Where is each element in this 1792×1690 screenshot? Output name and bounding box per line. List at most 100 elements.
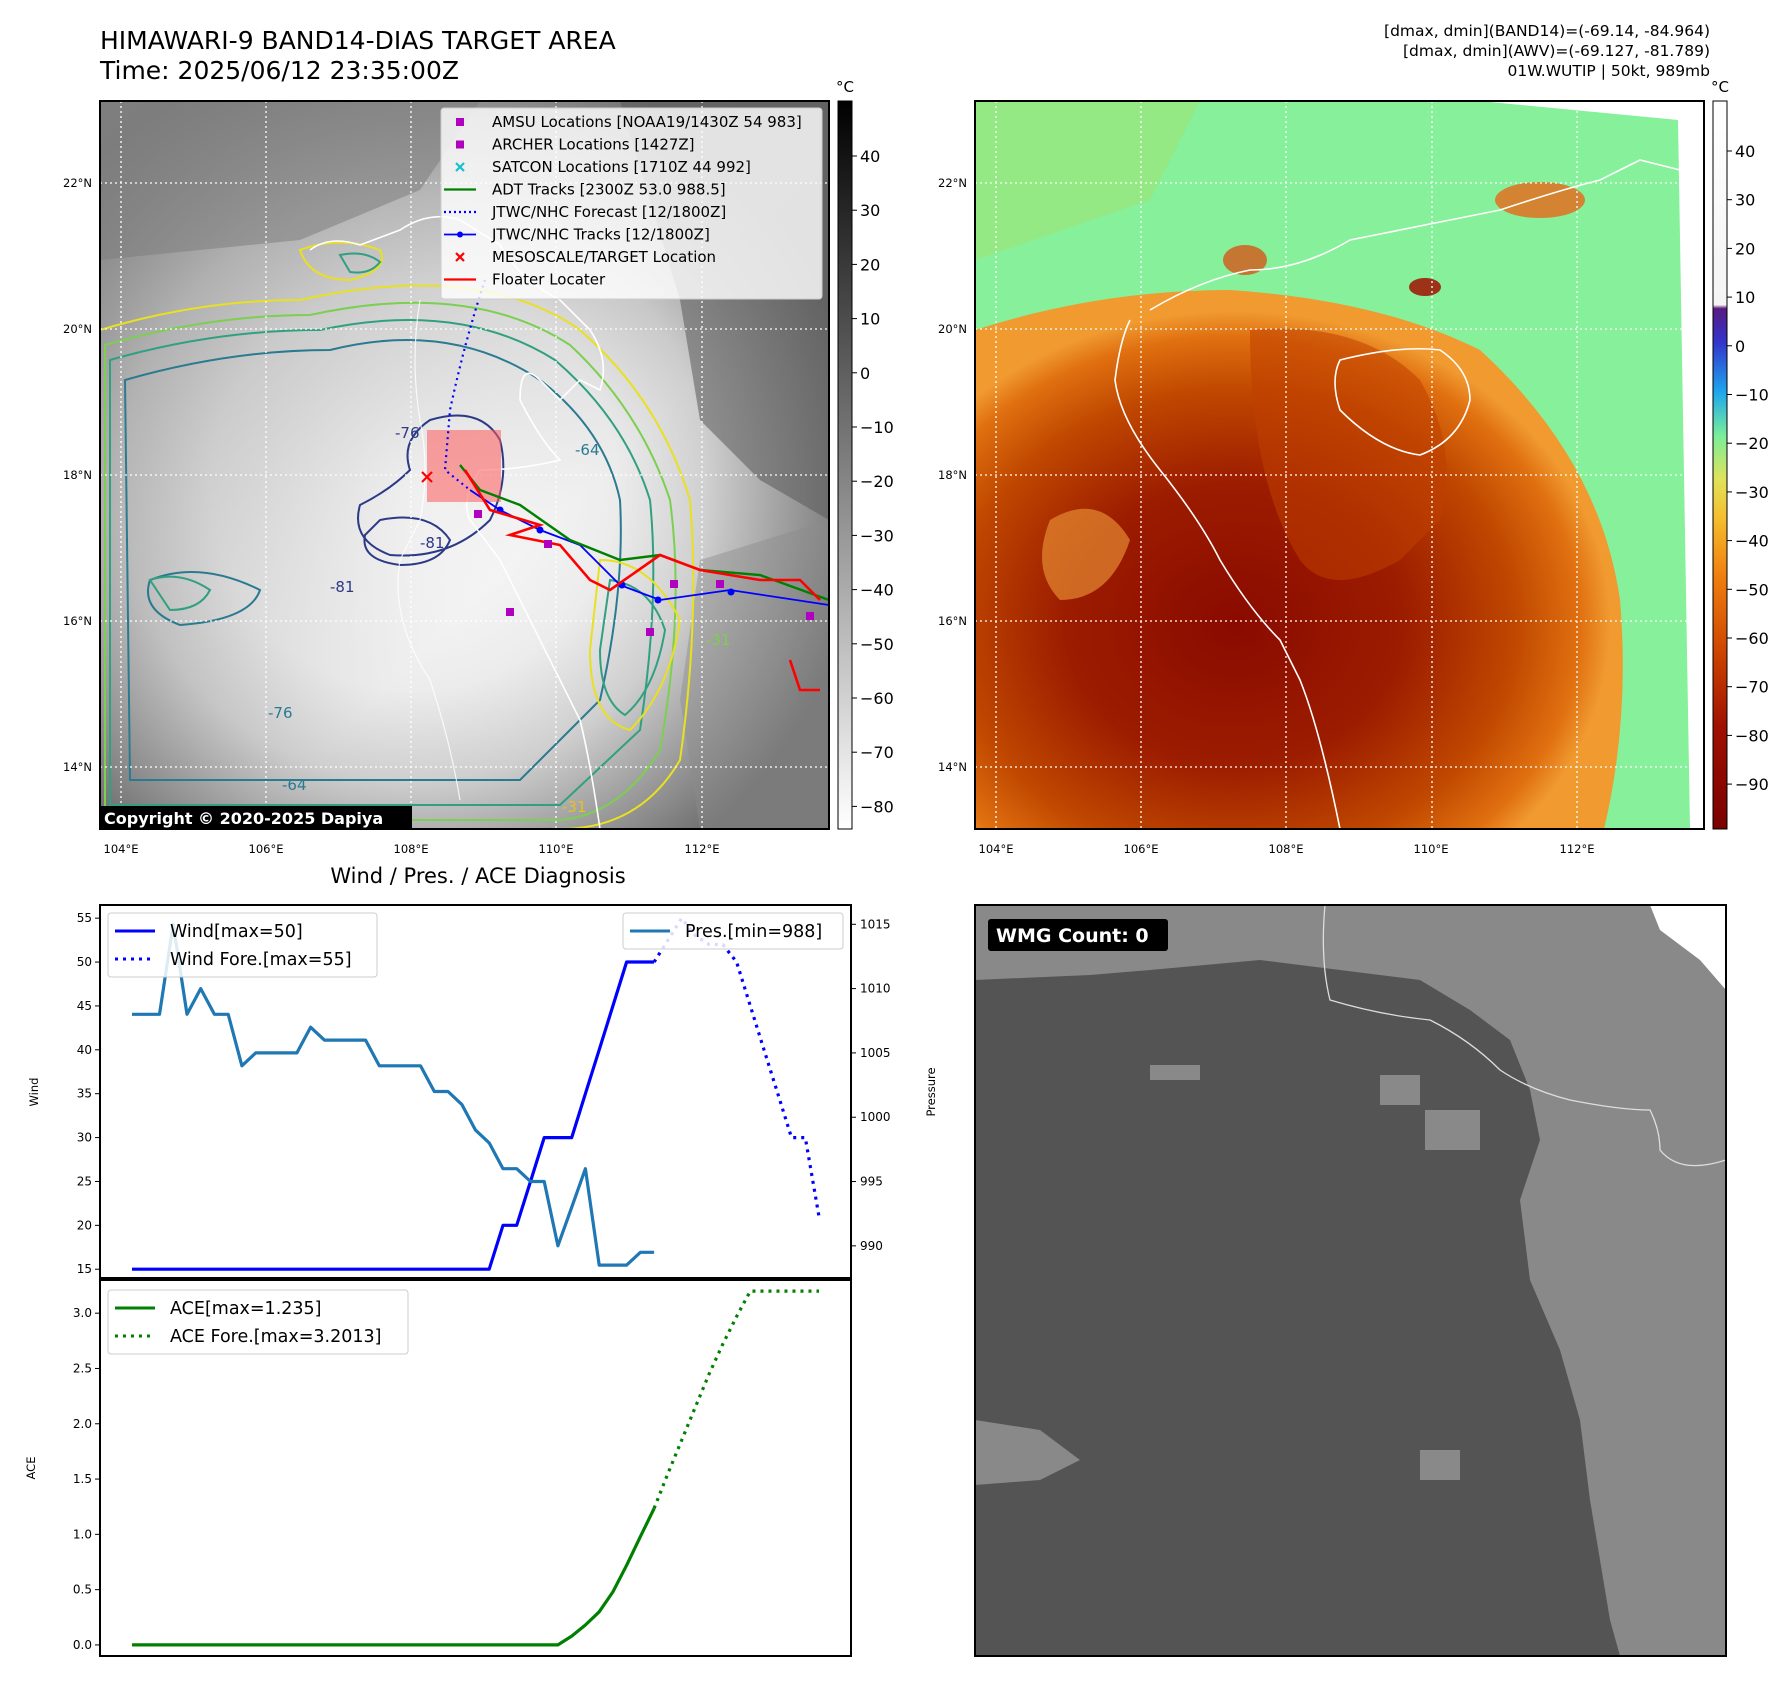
- legend-square-marker: [456, 140, 464, 149]
- amsu-markers: [474, 510, 814, 636]
- legend-entry-label: JTWC/NHC Forecast [12/1800Z]: [491, 203, 726, 221]
- lon-tick-label: 110°E: [1414, 842, 1449, 856]
- pressure-tick-label: 1000: [860, 1110, 891, 1124]
- figure-time: Time: 2025/06/12 23:35:00Z: [100, 56, 459, 85]
- legend-entry-label: JTWC/NHC Tracks [12/1800Z]: [491, 226, 710, 244]
- wv-map: [975, 101, 1704, 829]
- legend-entry-label: ADT Tracks [2300Z 53.0 988.5]: [492, 181, 726, 199]
- legend-entry-label: Floater Locater: [492, 271, 606, 289]
- colorbar-tick-label: 40: [1735, 142, 1755, 161]
- wind-tick-label: 40: [77, 1043, 92, 1057]
- wmg-count-box: [988, 919, 1168, 951]
- floater-track: [463, 469, 821, 692]
- wind-axis-label: Wind: [27, 1078, 41, 1107]
- colorbar-tick-label: 20: [1735, 239, 1755, 258]
- ace-fore-legend-label: ACE Fore.[max=3.2013]: [170, 1327, 381, 1347]
- lat-tick-label: 14°N: [938, 760, 967, 774]
- chart-title: Wind / Pres. / ACE Diagnosis: [330, 864, 626, 888]
- storm-info: 01W.WUTIP | 50kt, 989mb: [1507, 62, 1710, 80]
- ace-axis-label: ACE: [24, 1457, 38, 1480]
- legend-entry-label: MESOSCALE/TARGET Location: [492, 248, 716, 266]
- legend-entry-label: AMSU Locations [NOAA19/1430Z 54 983]: [492, 113, 802, 131]
- colorbar-tick-label: −20: [1735, 434, 1769, 453]
- pressure-legend-label: Pres.[min=988]: [685, 922, 822, 942]
- lat-tick-label: 18°N: [938, 468, 967, 482]
- ace-tick-label: 3.0: [73, 1306, 92, 1320]
- figure-title: HIMAWARI-9 BAND14-DIAS TARGET AREA: [100, 26, 616, 55]
- contour-label: -64: [575, 441, 600, 459]
- series-line-pres-: [132, 922, 655, 1267]
- lat-tick-label: 14°N: [63, 760, 92, 774]
- ace-legend-label: ACE[max=1.235]: [170, 1299, 321, 1319]
- jtwc-track: [469, 489, 829, 606]
- awv-range: [dmax, dmin](AWV)=(-69.127, -81.789): [1403, 42, 1710, 60]
- pressure-legend: Pres.[min=988]: [622, 912, 844, 950]
- ace-legend: ACE[max=1.235] ACE Fore.[max=3.2013]: [107, 1289, 409, 1355]
- wind-legend-label: Wind[max=50]: [170, 922, 303, 942]
- pressure-tick-label: 1010: [860, 982, 891, 996]
- wv-colorbar: [1712, 100, 1728, 830]
- legend-x-marker: [455, 252, 465, 262]
- ace-tick-label: 1.5: [73, 1472, 92, 1486]
- wind-tick-label: 45: [77, 999, 92, 1013]
- colorbar-tick-label: −30: [1735, 483, 1769, 502]
- series-line-ace-fore-: [652, 1289, 819, 1509]
- lon-tick-label: 112°E: [1560, 842, 1595, 856]
- target-x-marker: [421, 471, 433, 483]
- series-line-ace: [132, 1507, 656, 1647]
- legend-square-marker: [456, 118, 464, 126]
- colorbar-tick-label: −40: [1735, 532, 1769, 551]
- wmg-map: [975, 905, 1726, 1656]
- contour-label: -76: [395, 424, 420, 442]
- lat-tick-label: 18°N: [63, 468, 92, 482]
- wind-tick-label: 30: [77, 1131, 92, 1145]
- pressure-tick-label: 995: [860, 1175, 883, 1189]
- lon-tick-label: 110°E: [539, 842, 574, 856]
- colorbar-tick-label: 10: [1735, 288, 1755, 307]
- lat-tick-label: 20°N: [938, 322, 967, 336]
- colorbar-tick-label: −80: [1735, 726, 1769, 745]
- pressure-tick-label: 990: [860, 1239, 883, 1253]
- band14-range: [dmax, dmin](BAND14)=(-69.14, -84.964): [1384, 22, 1710, 40]
- lon-tick-label: 106°E: [249, 842, 284, 856]
- colorbar-tick-label: −40: [860, 581, 894, 600]
- lon-tick-label: 108°E: [1269, 842, 1304, 856]
- colorbar-tick-label: −70: [860, 743, 894, 762]
- colorbar-tick-label: −20: [860, 472, 894, 491]
- mesoscale-box: [427, 430, 501, 502]
- colorbar-tick-label: 0: [860, 364, 870, 383]
- lat-tick-label: 16°N: [63, 614, 92, 628]
- colorbar-tick-label: 0: [1735, 337, 1745, 356]
- contour-label: -81: [330, 578, 355, 596]
- colorbar-tick-label: −10: [860, 418, 894, 437]
- wind-tick-label: 35: [77, 1087, 92, 1101]
- lat-tick-label: 22°N: [63, 176, 92, 190]
- legend-entry-label: SATCON Locations [1710Z 44 992]: [492, 158, 751, 176]
- colorbar-tick-label: −50: [1735, 580, 1769, 599]
- wind-tick-label: 25: [77, 1174, 92, 1188]
- wmg-frame: [974, 904, 1727, 1657]
- legend-x-marker: [455, 162, 465, 172]
- wv-map-frame: [974, 100, 1705, 830]
- jtwc-track-points: [496, 506, 735, 604]
- lat-tick-label: 16°N: [938, 614, 967, 628]
- contour-label: -81: [420, 534, 445, 552]
- colorbar-tick-label: 20: [860, 255, 880, 274]
- contour-label: -76: [268, 704, 293, 722]
- colorbar-tick-label: −10: [1735, 386, 1769, 405]
- lon-tick-label: 104°E: [979, 842, 1014, 856]
- copyright-text: Copyright © 2020-2025 Dapiya: [104, 809, 383, 828]
- colorbar-tick-label: −30: [860, 526, 894, 545]
- ace-tick-label: 2.5: [73, 1361, 92, 1375]
- lon-tick-label: 112°E: [685, 842, 720, 856]
- ace-tick-label: 0.5: [73, 1583, 92, 1597]
- ace-tick-label: 0.0: [73, 1638, 92, 1652]
- colorbar-tick-label: −80: [860, 797, 894, 816]
- ir-colorbar-unit: °C: [836, 78, 854, 96]
- legend-dot-marker: [457, 231, 463, 238]
- wind-legend: Wind[max=50] Wind Fore.[max=55]: [107, 912, 378, 978]
- wmg-count-label: WMG Count: 0: [996, 925, 1149, 947]
- colorbar-tick-label: −60: [860, 689, 894, 708]
- wind-tick-label: 20: [77, 1218, 92, 1232]
- ir-map-frame: [99, 100, 830, 830]
